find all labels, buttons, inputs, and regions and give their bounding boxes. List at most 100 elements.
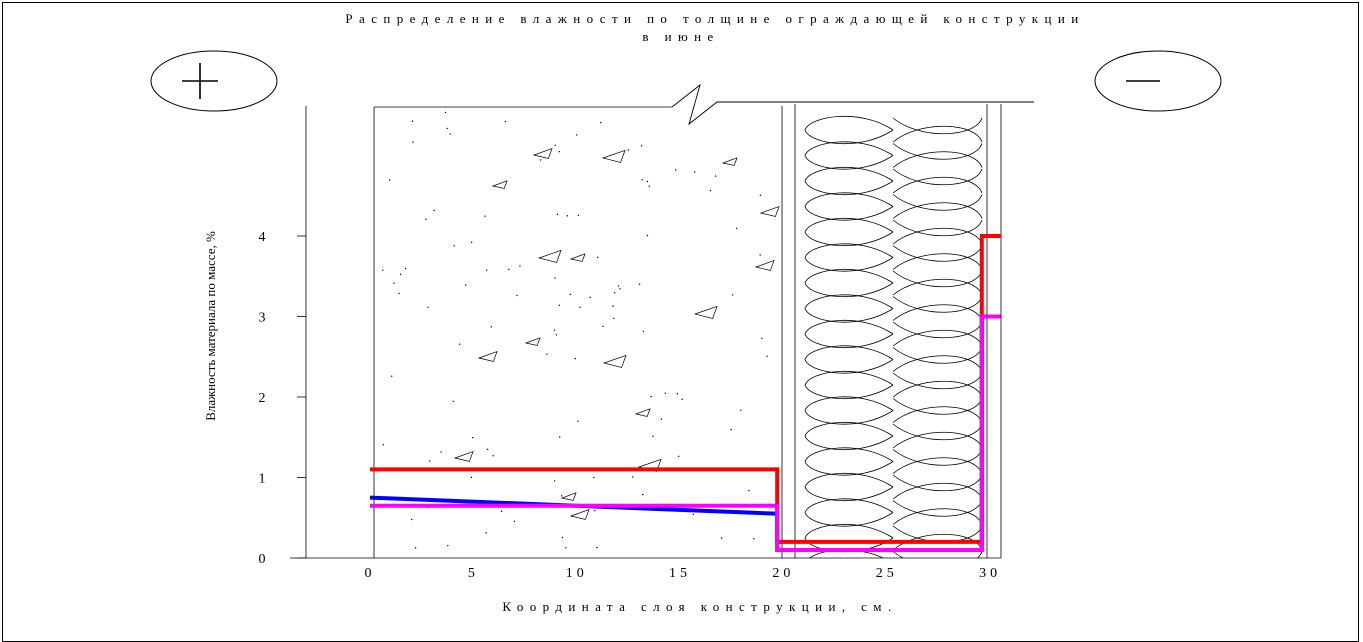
concrete-dot xyxy=(560,495,563,497)
concrete-dot xyxy=(558,150,560,153)
insulation-cell xyxy=(804,268,983,298)
concrete-dot xyxy=(425,218,427,221)
concrete-dot xyxy=(558,304,561,306)
concrete-dot xyxy=(453,245,455,247)
concrete-dot xyxy=(508,268,510,270)
concrete-dot xyxy=(600,121,602,124)
concrete-dot xyxy=(554,277,556,279)
x-tick-label: 10 xyxy=(566,566,588,581)
concrete-dot xyxy=(678,455,680,457)
concrete-dot xyxy=(449,133,451,135)
concrete-dot xyxy=(650,395,652,398)
chart-subtitle: в июне xyxy=(642,29,719,44)
concrete-aggregate-mark xyxy=(721,157,738,166)
concrete-dot xyxy=(412,141,414,143)
concrete-dot xyxy=(504,120,507,123)
concrete-dot xyxy=(569,293,571,296)
concrete-dot xyxy=(612,305,614,307)
concrete-dot xyxy=(759,254,761,256)
concrete-dot xyxy=(753,538,755,540)
x-tick-label: 15 xyxy=(669,566,691,581)
concrete-dot xyxy=(731,294,734,296)
chart-title: Распределение влажности по толщине ограж… xyxy=(345,11,1084,26)
zoom-out-button[interactable] xyxy=(1094,50,1222,112)
concrete-dot xyxy=(596,546,598,549)
x-tick-label: 0 xyxy=(365,566,376,581)
insulation-cell xyxy=(804,421,983,451)
concrete-aggregate-mark xyxy=(601,149,626,163)
zoom-in-button[interactable] xyxy=(150,50,278,112)
concrete-aggregate-mark xyxy=(491,180,508,189)
concrete-dot xyxy=(546,353,548,355)
moisture-series xyxy=(369,234,1001,552)
x-tick-label: 25 xyxy=(876,566,898,581)
concrete-dot xyxy=(471,436,474,439)
y-tick-label: 1 xyxy=(259,472,266,487)
concrete-dot xyxy=(382,269,384,272)
y-axis-label: Влажность материала по массе, % xyxy=(203,231,218,421)
concrete-dot xyxy=(759,194,762,196)
concrete-dot xyxy=(613,292,616,294)
y-tick-label: 3 xyxy=(259,311,266,326)
concrete-dot xyxy=(519,265,521,267)
y-tick-label: 2 xyxy=(259,391,266,406)
concrete-dot xyxy=(566,215,569,217)
concrete-dot xyxy=(714,175,717,177)
concrete-dot xyxy=(444,111,447,114)
x-tick-label: 20 xyxy=(772,566,794,581)
concrete-dot xyxy=(692,513,695,516)
insulation-cell xyxy=(804,192,983,221)
insulation-cell xyxy=(804,396,983,425)
concrete-dot xyxy=(589,296,591,299)
concrete-dot xyxy=(646,234,649,237)
concrete-dot xyxy=(470,241,473,243)
concrete-aggregate-mark xyxy=(569,509,590,520)
concrete-dot xyxy=(766,355,768,357)
moisture-series-line xyxy=(370,314,1001,552)
concrete-dot xyxy=(485,269,488,271)
concrete-dot xyxy=(446,127,448,130)
concrete-dot xyxy=(464,284,467,286)
insulation-cell xyxy=(804,345,983,374)
concrete-dot xyxy=(648,185,651,187)
concrete-dot xyxy=(574,358,576,360)
concrete-dot xyxy=(748,489,750,492)
concrete-dot xyxy=(427,306,429,309)
concrete-dot xyxy=(513,520,516,523)
concrete-aggregate-mark xyxy=(634,408,651,417)
concrete-aggregate-mark xyxy=(524,337,541,346)
concrete-dot xyxy=(458,343,461,345)
concrete-dot xyxy=(561,536,564,539)
concrete-dot xyxy=(619,288,621,290)
concrete-aggregate-mark xyxy=(693,305,718,319)
concrete-aggregate-mark xyxy=(759,206,780,217)
concrete-dot xyxy=(640,144,643,147)
concrete-dot xyxy=(632,476,634,478)
concrete-dot xyxy=(642,330,645,333)
concrete-dot xyxy=(579,306,581,309)
concrete-dot xyxy=(429,460,431,462)
concrete-dot xyxy=(617,285,620,287)
concrete-dot xyxy=(399,273,402,276)
concrete-dot xyxy=(539,159,542,161)
concrete-dot xyxy=(447,544,449,547)
y-tick-label: 0 xyxy=(259,552,266,567)
insulation-cell xyxy=(804,217,983,247)
insulation-cell xyxy=(804,243,983,272)
concrete-aggregate-mark xyxy=(477,351,498,362)
concrete-dot xyxy=(558,436,561,438)
concrete-dot xyxy=(660,418,663,420)
insulation-cell xyxy=(804,319,983,349)
moisture-series-line xyxy=(370,234,1001,544)
concrete-dot xyxy=(575,134,578,136)
concrete-dot xyxy=(761,337,763,340)
x-tick-label: 30 xyxy=(979,566,1001,581)
concrete-dot xyxy=(484,215,486,217)
plus-icon xyxy=(182,63,218,99)
insulation-cell xyxy=(804,370,983,400)
moisture-series-line xyxy=(369,314,1001,552)
insulation-cell xyxy=(804,498,983,527)
concrete-dot xyxy=(556,213,559,216)
x-axis-ticks: 0 5 10 15 20 25 30 xyxy=(365,566,1001,581)
